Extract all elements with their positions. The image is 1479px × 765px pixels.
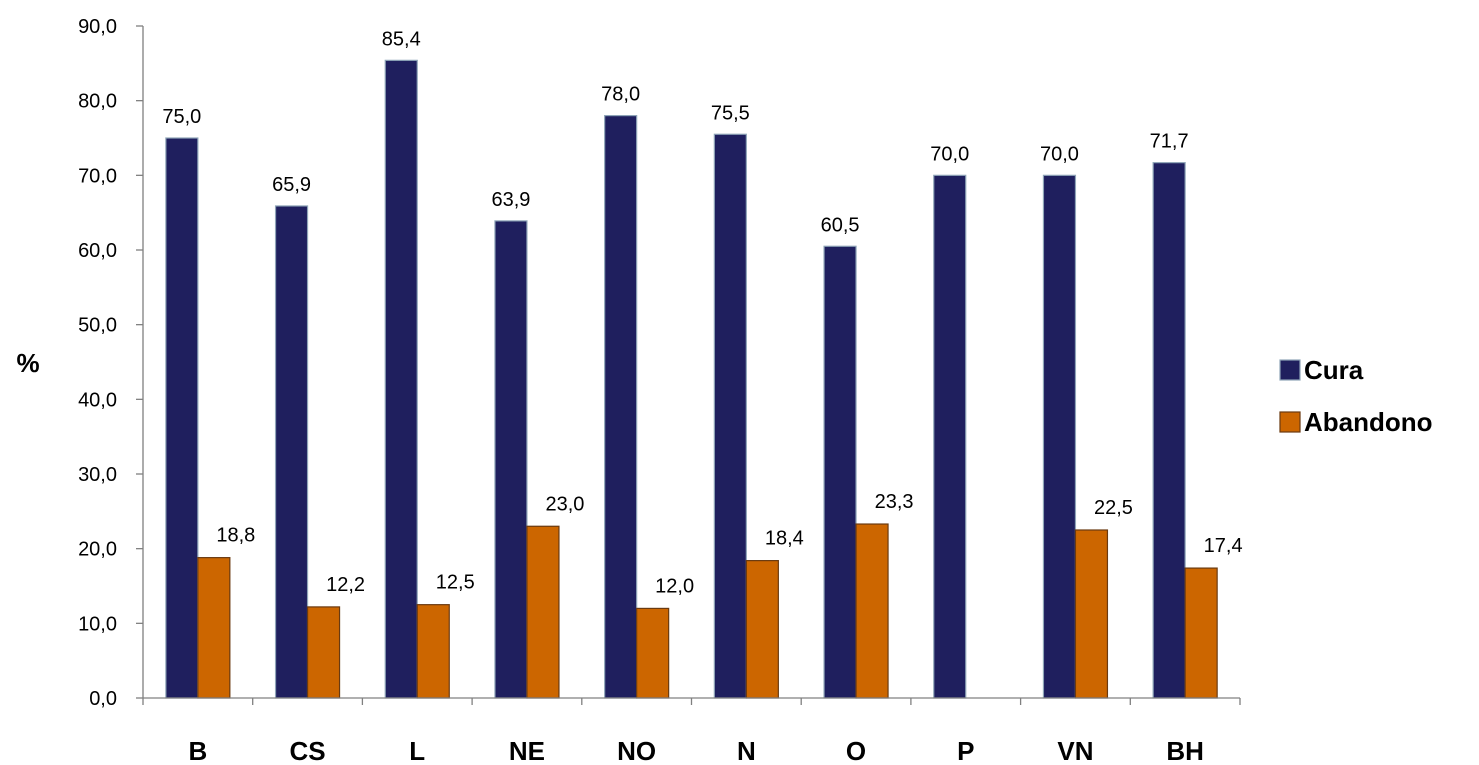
bar-cura [1152, 162, 1186, 699]
bar-abandono [745, 560, 779, 699]
data-label-abandono: 17,4 [1204, 535, 1243, 557]
bar-abandono [1184, 567, 1218, 699]
data-labels: 75,0 18,8 65,9 12,2 85,4 12,5 63,9 23,0 78,0 12,0… [162, 28, 1242, 597]
y-tick-label: 70,0 [78, 165, 117, 187]
x-tick-label: O [846, 736, 866, 765]
y-tick-label: 80,0 [78, 91, 117, 113]
x-tick-label: BH [1166, 736, 1204, 765]
data-label-abandono: 12,2 [326, 574, 365, 596]
bars [165, 59, 1218, 699]
data-label-cura: 65,9 [272, 174, 311, 196]
data-label-abandono: 23,3 [875, 491, 914, 513]
legend-swatch-abandono [1279, 411, 1301, 433]
legend-label-cura: Cura [1304, 355, 1364, 385]
data-label-abandono: 23,0 [545, 493, 584, 515]
x-tick-label: N [737, 736, 756, 765]
y-tick-label: 10,0 [78, 613, 117, 635]
data-label-cura: 63,9 [491, 189, 530, 211]
bar-cura [604, 114, 638, 699]
data-label-cura: 75,5 [711, 102, 750, 124]
x-tick-label: NO [617, 736, 656, 765]
bar-abandono [197, 557, 231, 699]
y-tick-label: 50,0 [78, 315, 117, 337]
x-tick-label: VN [1057, 736, 1093, 765]
x-tick-label: CS [289, 736, 325, 765]
legend-swatch-cura [1279, 359, 1301, 381]
data-label-abandono: 18,4 [765, 528, 804, 550]
bar-abandono [526, 525, 560, 699]
data-label-cura: 70,0 [1040, 143, 1079, 165]
y-tick-label: 60,0 [78, 240, 117, 262]
legend-label-abandono: Abandono [1304, 407, 1433, 437]
data-label-cura: 78,0 [601, 84, 640, 106]
y-tick-label: 30,0 [78, 464, 117, 486]
bar-abandono [636, 607, 670, 699]
legend: Cura Abandono [1279, 355, 1433, 437]
y-axis: 0,0 10,0 20,0 30,0 40,0 50,0 60,0 70,0 80,0 90,0 [78, 16, 144, 710]
y-tick-label: 40,0 [78, 389, 117, 411]
bar-cura [933, 174, 967, 699]
data-label-cura: 85,4 [382, 28, 421, 50]
data-label-abandono: 22,5 [1094, 497, 1133, 519]
bar-abandono [1074, 529, 1109, 699]
data-label-abandono: 12,5 [436, 572, 475, 594]
data-label-cura: 60,5 [821, 214, 860, 236]
bar-abandono [416, 604, 450, 699]
bar-abandono [855, 523, 889, 699]
bar-cura [713, 133, 747, 699]
data-label-cura: 70,0 [930, 143, 969, 165]
y-tick-label: 20,0 [78, 539, 117, 561]
x-axis: B CS L NE NO N O P VN BH [142, 697, 1241, 765]
bar-cura [823, 245, 857, 699]
bar-cura [384, 59, 418, 699]
y-tick-label: 0,0 [89, 688, 117, 710]
x-tick-label: P [957, 736, 974, 765]
y-tick-label: 90,0 [78, 16, 117, 38]
x-tick-label: B [188, 736, 207, 765]
bar-cura [165, 137, 199, 699]
bar-cura [494, 220, 528, 699]
x-tick-label: L [409, 736, 425, 765]
x-tick-label: NE [509, 736, 545, 765]
bar-cura [274, 205, 309, 699]
data-label-abandono: 12,0 [655, 575, 694, 597]
data-label-cura: 75,0 [162, 106, 201, 128]
data-label-cura: 71,7 [1150, 131, 1189, 153]
data-label-abandono: 18,8 [216, 525, 255, 547]
bar-abandono [306, 606, 341, 699]
y-axis-title: % [16, 348, 39, 378]
bar-cura [1042, 174, 1077, 699]
